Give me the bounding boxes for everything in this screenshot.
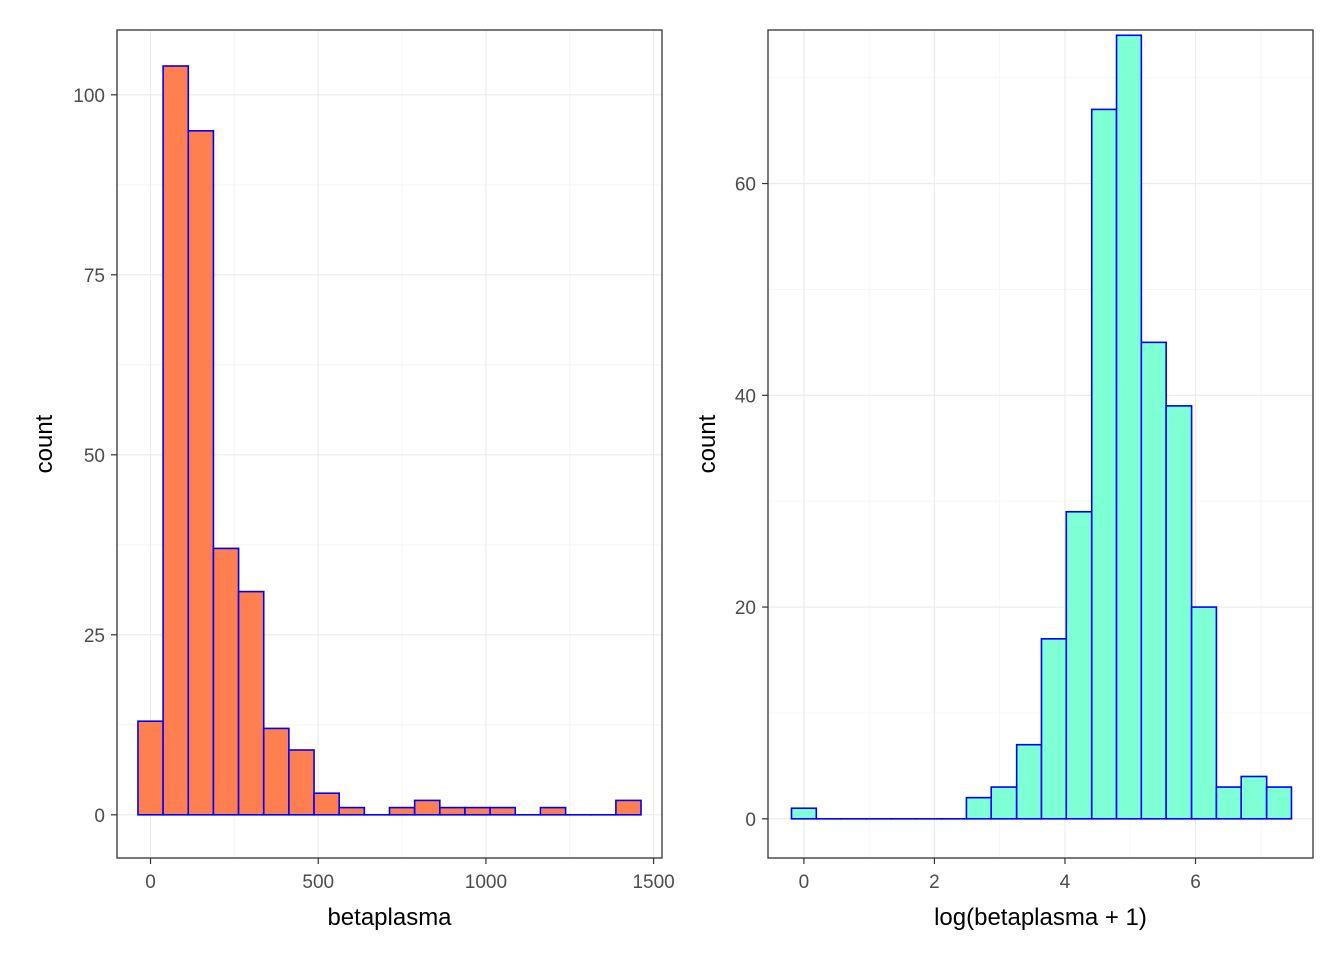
y-tick-label: 40 xyxy=(735,386,756,407)
y-axis-title-0: count xyxy=(31,414,58,473)
x-tick-label: 1000 xyxy=(465,872,507,893)
grid-1 xyxy=(768,30,1313,858)
y-tick-label: 75 xyxy=(84,266,105,287)
histogram-bar xyxy=(1065,510,1093,820)
x-axis-title-0: betaplasma xyxy=(327,904,452,931)
bars-1 xyxy=(790,34,1293,820)
histogram-bar xyxy=(413,799,441,816)
histogram-bar xyxy=(489,806,517,816)
histogram-bar xyxy=(1240,775,1268,820)
histogram-bar xyxy=(464,806,491,816)
histogram-bar xyxy=(288,749,315,816)
y-tick-label: 0 xyxy=(745,810,756,831)
histogram-bar xyxy=(990,786,1018,820)
histogram-bar xyxy=(1015,743,1043,820)
x-axis-0: 0 500 1000 1500 xyxy=(145,858,675,893)
panel-border-1 xyxy=(767,29,1314,859)
histogram-bar xyxy=(388,806,416,816)
histogram-bar xyxy=(212,547,240,816)
x-tick-label: 0 xyxy=(799,872,810,893)
bars-0 xyxy=(137,65,642,816)
y-tick-label: 50 xyxy=(84,446,105,467)
y-tick-label: 0 xyxy=(94,806,105,827)
histogram-bar xyxy=(1165,405,1193,820)
y-axis-0: 0 25 50 75 100 xyxy=(73,86,117,827)
histogram-bar xyxy=(1115,34,1143,820)
histogram-bar xyxy=(1190,606,1218,820)
histogram-bar xyxy=(790,807,818,820)
histogram-bar xyxy=(338,806,366,816)
y-tick-label: 60 xyxy=(735,175,756,196)
x-axis-1: 0 2 4 6 xyxy=(799,858,1201,893)
chart-betaplasma-histogram: 0 500 1000 1500 0 25 50 75 100 betaplasma count xyxy=(31,29,675,931)
x-tick-label: 2 xyxy=(929,872,940,893)
y-tick-label: 20 xyxy=(735,598,756,619)
histogram-bar xyxy=(1140,341,1167,820)
y-axis-title-1: count xyxy=(694,414,721,473)
x-tick-label: 1500 xyxy=(632,872,674,893)
y-tick-label: 25 xyxy=(84,626,105,647)
panel-border-0 xyxy=(116,29,663,859)
histogram-bar xyxy=(965,796,993,820)
histogram-bar xyxy=(1265,786,1293,820)
histogram-bar xyxy=(539,806,567,816)
y-tick-label: 100 xyxy=(73,86,105,107)
histogram-bar xyxy=(237,590,265,816)
x-tick-label: 0 xyxy=(145,872,156,893)
histogram-bar xyxy=(615,799,642,816)
histogram-bar xyxy=(187,130,215,816)
histogram-bar xyxy=(262,727,290,816)
histogram-bar xyxy=(1090,108,1118,820)
y-axis-1: 0 20 40 60 xyxy=(735,175,768,831)
x-tick-label: 4 xyxy=(1060,872,1071,893)
x-tick-label: 500 xyxy=(302,872,334,893)
histogram-bar xyxy=(162,65,190,816)
histogram-bar xyxy=(137,720,164,816)
histogram-bar xyxy=(1040,638,1068,820)
chart-log-betaplasma-histogram: 0 2 4 6 0 20 40 60 log(betaplasma + 1) count xyxy=(694,29,1314,931)
histogram-bar xyxy=(313,792,340,816)
histogram-bar xyxy=(439,806,466,816)
x-axis-title-1: log(betaplasma + 1) xyxy=(934,904,1147,931)
histogram-bar xyxy=(1215,786,1243,820)
x-tick-label: 6 xyxy=(1190,872,1201,893)
